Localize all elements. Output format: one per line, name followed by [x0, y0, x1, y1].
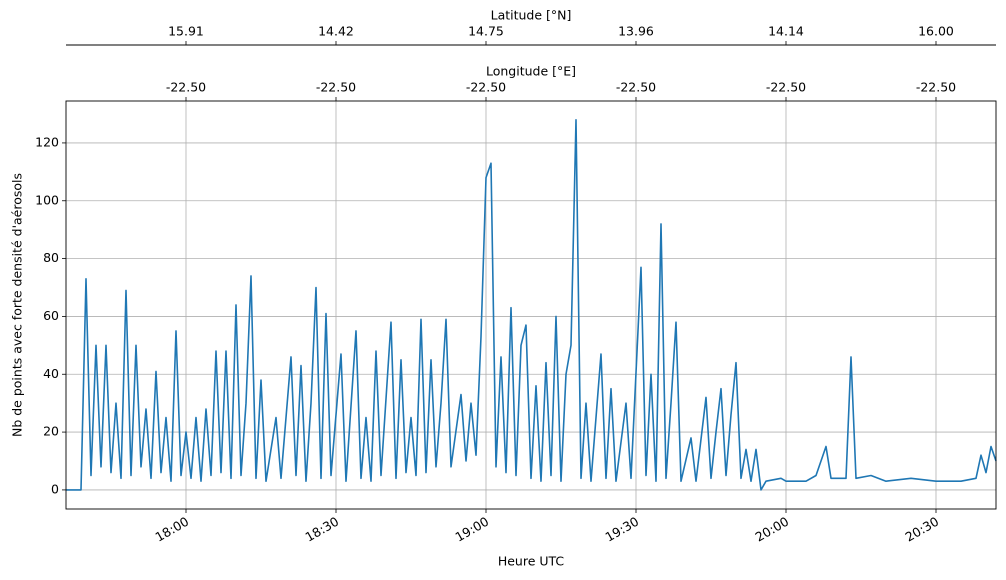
- top-axis-label: Longitude [°E]: [486, 64, 576, 79]
- top-tick-label: -22.50: [916, 80, 956, 95]
- y-tick-label: 20: [43, 424, 59, 439]
- top-tick-label: -22.50: [616, 80, 656, 95]
- y-axis-label: Nb de points avec forte densité d'aéroso…: [10, 173, 25, 437]
- top-tick-label: 15.91: [168, 24, 204, 39]
- top-tick-label: 14.75: [468, 24, 504, 39]
- x-tick-label: 20:00: [753, 514, 792, 545]
- y-tick-label: 60: [43, 308, 59, 323]
- x-axis-label: Heure UTC: [498, 554, 565, 569]
- top-tick-label: -22.50: [316, 80, 356, 95]
- x-tick-label: 19:00: [453, 514, 492, 545]
- top-tick-label: 13.96: [618, 24, 654, 39]
- x-tick-label: 18:00: [153, 514, 192, 545]
- x-tick-label: 19:30: [603, 514, 642, 545]
- top-axis-label: Latitude [°N]: [491, 8, 572, 23]
- data-line: [66, 119, 997, 491]
- top-tick-label: 14.42: [318, 24, 354, 39]
- x-tick-label: 18:30: [303, 514, 342, 545]
- y-tick-label: 0: [51, 481, 59, 496]
- top-tick-label: -22.50: [766, 80, 806, 95]
- y-tick-label: 120: [35, 134, 59, 149]
- y-tick-label: 80: [43, 250, 59, 265]
- y-tick-label: 100: [35, 192, 59, 207]
- plot-frame: [65, 100, 997, 510]
- top-tick-label: -22.50: [466, 80, 506, 95]
- x-tick-label: 20:30: [903, 514, 942, 545]
- top-tick-label: 16.00: [918, 24, 954, 39]
- top-tick-label: 14.14: [768, 24, 804, 39]
- y-tick-label: 40: [43, 366, 59, 381]
- top-tick-label: -22.50: [166, 80, 206, 95]
